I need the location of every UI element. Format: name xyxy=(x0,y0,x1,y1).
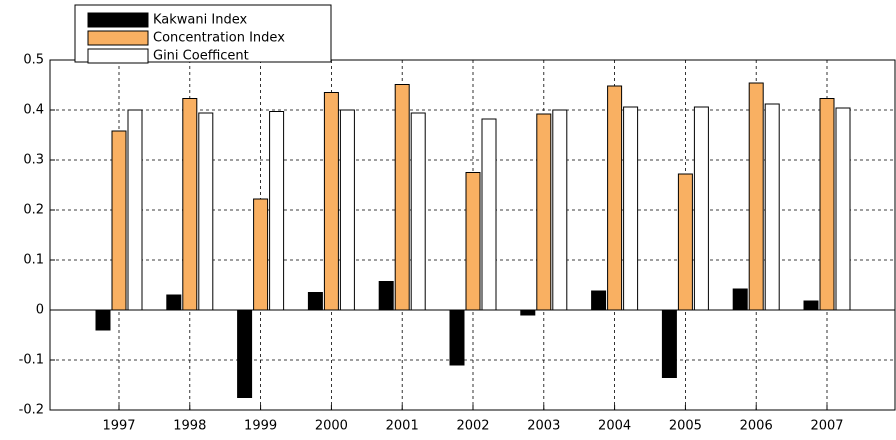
y-tick-label: 0.3 xyxy=(23,153,44,168)
x-tick-label: 1997 xyxy=(102,419,135,434)
y-tick-label: 0.4 xyxy=(23,103,44,118)
x-tick-label: 2000 xyxy=(315,419,348,434)
bar xyxy=(552,109,568,311)
bar xyxy=(748,82,764,311)
bar xyxy=(607,85,623,311)
bar xyxy=(677,173,693,311)
legend-label: Concentration Index xyxy=(153,31,285,46)
bar xyxy=(520,309,536,316)
y-tick-label: 0 xyxy=(36,303,44,318)
bar xyxy=(339,109,355,311)
bar xyxy=(835,107,851,311)
bar xyxy=(693,106,709,311)
bar xyxy=(449,309,465,366)
bar xyxy=(661,309,677,378)
bar xyxy=(166,294,182,311)
bar xyxy=(764,103,780,311)
legend-label: Gini Coefficent xyxy=(153,49,249,64)
legend-swatch xyxy=(87,30,149,46)
bar xyxy=(111,130,127,311)
bar xyxy=(95,309,111,331)
x-tick-label: 2003 xyxy=(527,419,560,434)
bar xyxy=(481,118,497,311)
x-tick-label: 1998 xyxy=(173,419,206,434)
bar xyxy=(378,281,394,311)
bar xyxy=(269,111,285,311)
x-tick-label: 1999 xyxy=(244,419,277,434)
bar xyxy=(803,300,819,311)
y-tick-label: -0.2 xyxy=(19,403,44,418)
bar xyxy=(127,109,143,311)
bar xyxy=(819,98,835,311)
axes-box xyxy=(49,59,896,411)
bar xyxy=(410,112,426,311)
bar xyxy=(323,92,339,311)
bar xyxy=(198,112,214,311)
x-tick-label: 2002 xyxy=(456,419,489,434)
bar xyxy=(591,290,607,311)
bar xyxy=(253,198,269,311)
x-tick-label: 2005 xyxy=(669,419,702,434)
x-tick-label: 2001 xyxy=(386,419,419,434)
x-tick-label: 2004 xyxy=(598,419,631,434)
legend-swatch xyxy=(87,48,149,64)
legend-label: Kakwani Index xyxy=(153,13,247,28)
bar xyxy=(536,113,552,311)
x-tick-label: 2006 xyxy=(740,419,773,434)
bar xyxy=(732,288,748,311)
bar xyxy=(623,106,639,311)
bar xyxy=(465,172,481,311)
x-tick-label: 2007 xyxy=(810,419,843,434)
y-tick-label: 0.5 xyxy=(23,53,44,68)
y-tick-label: 0.1 xyxy=(23,253,44,268)
y-tick-label: -0.1 xyxy=(19,353,44,368)
legend-swatch xyxy=(87,12,149,28)
y-tick-label: 0.2 xyxy=(23,203,44,218)
bar xyxy=(307,292,323,311)
bar xyxy=(182,98,198,311)
bar xyxy=(394,84,410,311)
bar xyxy=(237,309,253,398)
